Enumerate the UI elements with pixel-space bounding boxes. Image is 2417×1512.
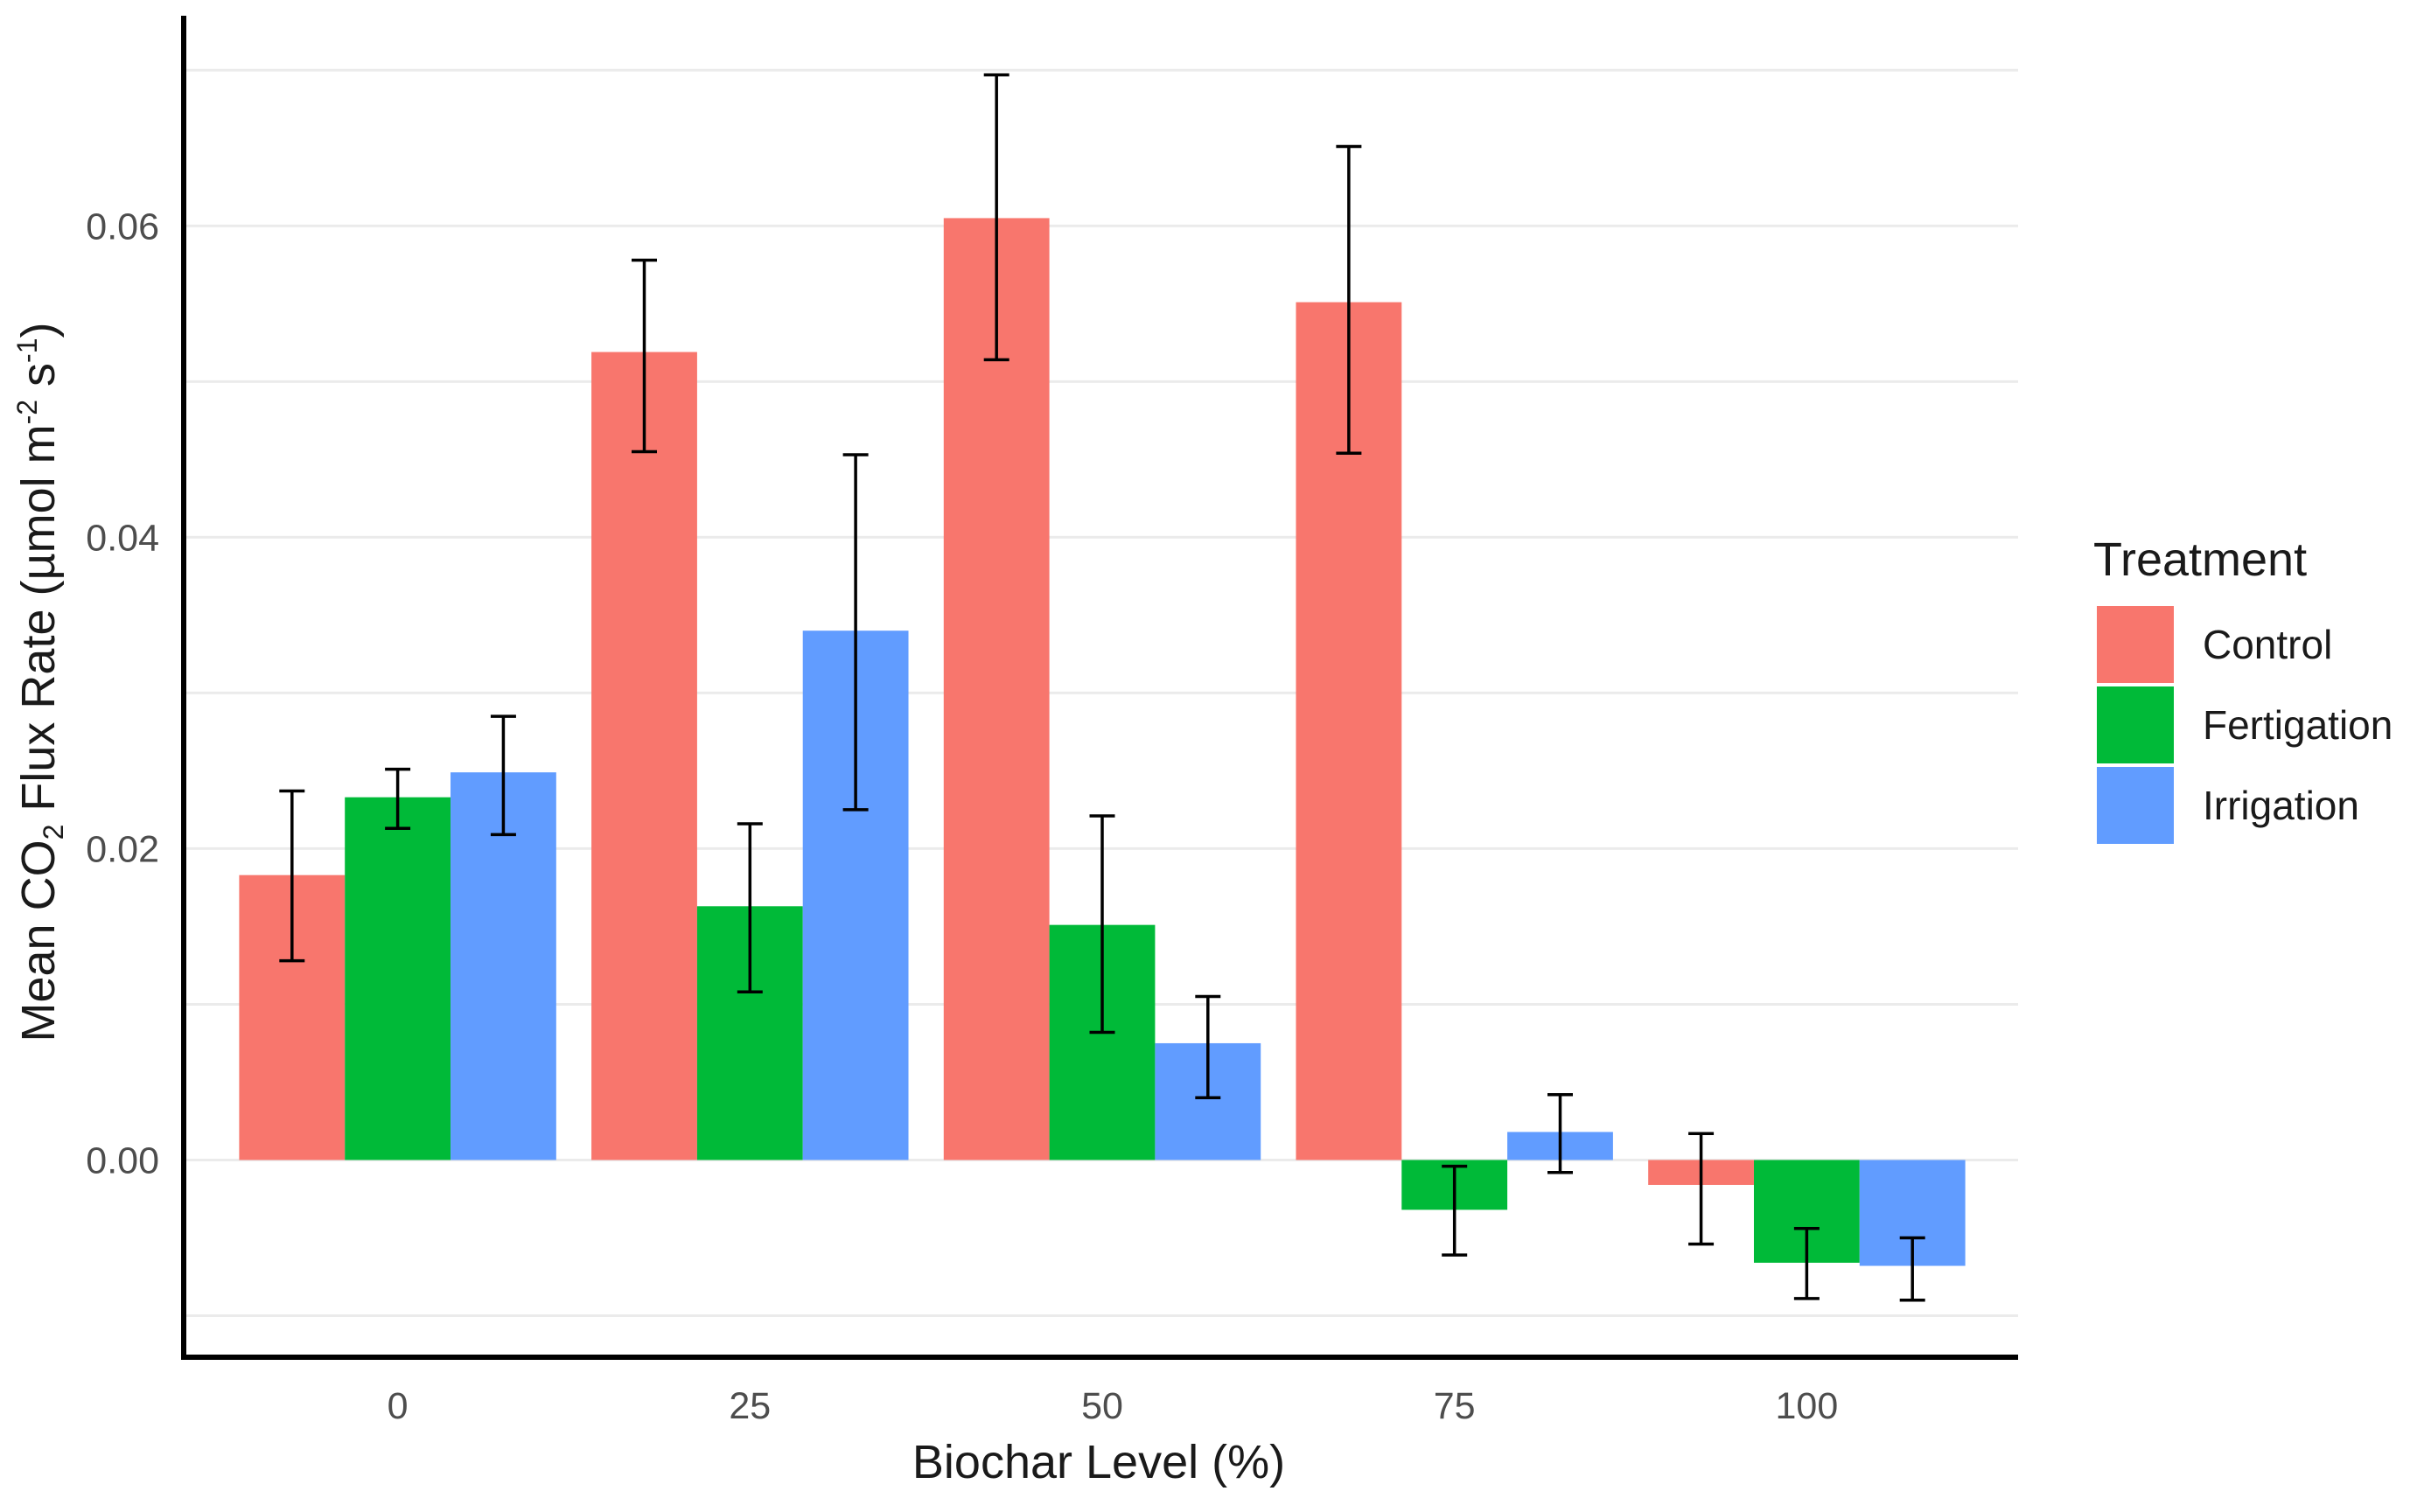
bar-irrigation-0 xyxy=(451,772,556,1160)
error-bar-control-100 xyxy=(1688,1132,1715,1246)
legend-key-irrigation xyxy=(2097,767,2174,844)
x-axis-title: Biochar Level (%) xyxy=(912,1436,1285,1488)
legend-label-irrigation: Irrigation xyxy=(2203,783,2359,828)
y-axis-title-subscript: 2 xyxy=(38,825,69,840)
error-bar-control-75 xyxy=(1336,144,1362,455)
y-axis-title-prefix: Mean CO xyxy=(12,840,65,1042)
legend-title: Treatment xyxy=(2093,533,2307,586)
y-axis-title: Mean CO2 Flux Rate (µmol m-2 s-1) xyxy=(11,323,69,1042)
error-bar-fertigation-0 xyxy=(385,767,411,831)
y-axis-title-sup1: -2 xyxy=(11,400,43,424)
x-tick-label-100: 100 xyxy=(1776,1385,1839,1427)
legend-label-fertigation: Fertigation xyxy=(2203,702,2393,748)
y-tick-label-0.04: 0.04 xyxy=(86,517,159,559)
x-tick-label-50: 50 xyxy=(1081,1385,1123,1427)
error-bar-irrigation-50 xyxy=(1195,994,1221,1100)
error-bar-control-50 xyxy=(983,73,1009,362)
error-bar-irrigation-25 xyxy=(842,453,869,812)
error-bar-control-0 xyxy=(279,789,305,963)
error-bar-fertigation-50 xyxy=(1089,814,1115,1035)
y-axis-title-sup2: -1 xyxy=(11,338,43,362)
error-bar-irrigation-100 xyxy=(1899,1236,1925,1302)
y-tick-labels: 0.00 0.02 0.04 0.06 xyxy=(86,206,159,1181)
legend-label-control: Control xyxy=(2203,622,2332,667)
error-bar-control-25 xyxy=(632,258,657,454)
legend-key-control xyxy=(2097,606,2174,683)
x-tick-label-0: 0 xyxy=(388,1385,409,1427)
y-axis-title-space: s xyxy=(12,363,65,400)
y-tick-label-0.02: 0.02 xyxy=(86,828,159,870)
error-bar-fertigation-100 xyxy=(1793,1227,1820,1300)
y-tick-label-0.06: 0.06 xyxy=(86,206,159,247)
legend-items: Control Fertigation Irrigation xyxy=(2097,606,2393,844)
y-axis-title-middle: Flux Rate (µmol m xyxy=(12,424,65,824)
legend: Treatment Control Fertigation Irrigation xyxy=(2093,533,2393,844)
y-axis-title-suffix: ) xyxy=(12,323,65,338)
x-tick-labels: 0 25 50 75 100 xyxy=(388,1385,1839,1427)
error-bar-irrigation-75 xyxy=(1547,1092,1573,1174)
error-bar-irrigation-0 xyxy=(490,714,516,837)
error-bar-fertigation-25 xyxy=(737,822,763,993)
bar-control-25 xyxy=(591,352,697,1160)
x-tick-label-75: 75 xyxy=(1434,1385,1476,1427)
bar-fertigation-0 xyxy=(345,797,451,1160)
bars-group xyxy=(239,218,1966,1266)
x-tick-label-25: 25 xyxy=(729,1385,771,1427)
legend-key-fertigation xyxy=(2097,686,2174,763)
y-tick-label-0.00: 0.00 xyxy=(86,1139,159,1181)
bar-control-50 xyxy=(943,218,1050,1160)
error-bar-fertigation-75 xyxy=(1442,1164,1468,1257)
error-bars-group xyxy=(279,73,1925,1302)
